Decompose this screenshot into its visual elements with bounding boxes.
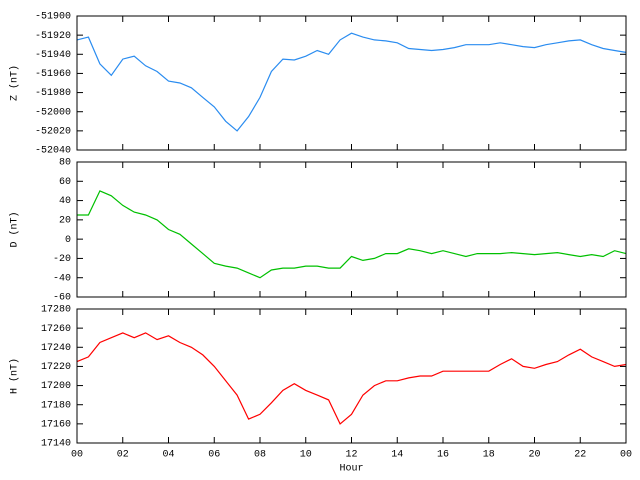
y-tick-label: -51980 [35,88,71,99]
data-line [76,32,627,132]
y-tick-label: -52020 [35,126,71,137]
y-tick-label: -51920 [35,31,71,42]
y-tick-label: -51900 [35,12,71,23]
x-tick-label: 14 [391,450,403,461]
x-tick-label: 10 [300,450,312,461]
y-tick-label: 17200 [41,381,71,392]
x-tick-label: 02 [117,450,129,461]
y-tick-label: 17260 [41,324,71,335]
y-tick-label: 60 [59,177,71,188]
x-tick-label: 06 [208,450,220,461]
y-tick-label: -51940 [35,50,71,61]
y-tick-label: 17180 [41,400,71,411]
data-line [76,332,627,425]
data-line [77,190,627,279]
y-tick-label: 17160 [41,419,71,430]
x-tick-label: 08 [254,450,266,461]
y-tick-label: -60 [53,293,71,304]
y-axis-label: D (nT) [9,211,21,247]
x-tick-label: 00 [620,450,632,461]
y-tick-label: 40 [59,196,71,207]
y-tick-label: 0 [65,235,71,246]
y-tick-label: 17280 [41,305,71,316]
y-tick-label: -20 [53,254,71,265]
y-tick-label: 20 [59,215,71,226]
y-tick-label: 17220 [41,362,71,373]
x-axis-label: Hour [339,464,363,475]
y-tick-label: 80 [59,158,71,169]
x-tick-label: 20 [528,450,540,461]
x-tick-label: 22 [574,450,586,461]
x-tick-label: 18 [483,450,495,461]
x-tick-label: 12 [345,450,357,461]
y-tick-label: -52000 [35,107,71,118]
y-tick-label: -52040 [35,146,71,157]
y-axis-label: H (nT) [9,358,21,394]
plot-frame [76,161,627,298]
x-tick-label: 00 [71,450,83,461]
y-tick-label: -40 [53,273,71,284]
y-axis-label: Z (nT) [9,65,21,101]
plot-frame [76,308,627,444]
x-tick-label: 16 [437,450,449,461]
x-tick-label: 04 [162,450,174,461]
y-tick-label: 17140 [41,439,71,450]
plot-frame [76,15,627,151]
y-tick-label: 17240 [41,343,71,354]
y-tick-label: -51960 [35,69,71,80]
